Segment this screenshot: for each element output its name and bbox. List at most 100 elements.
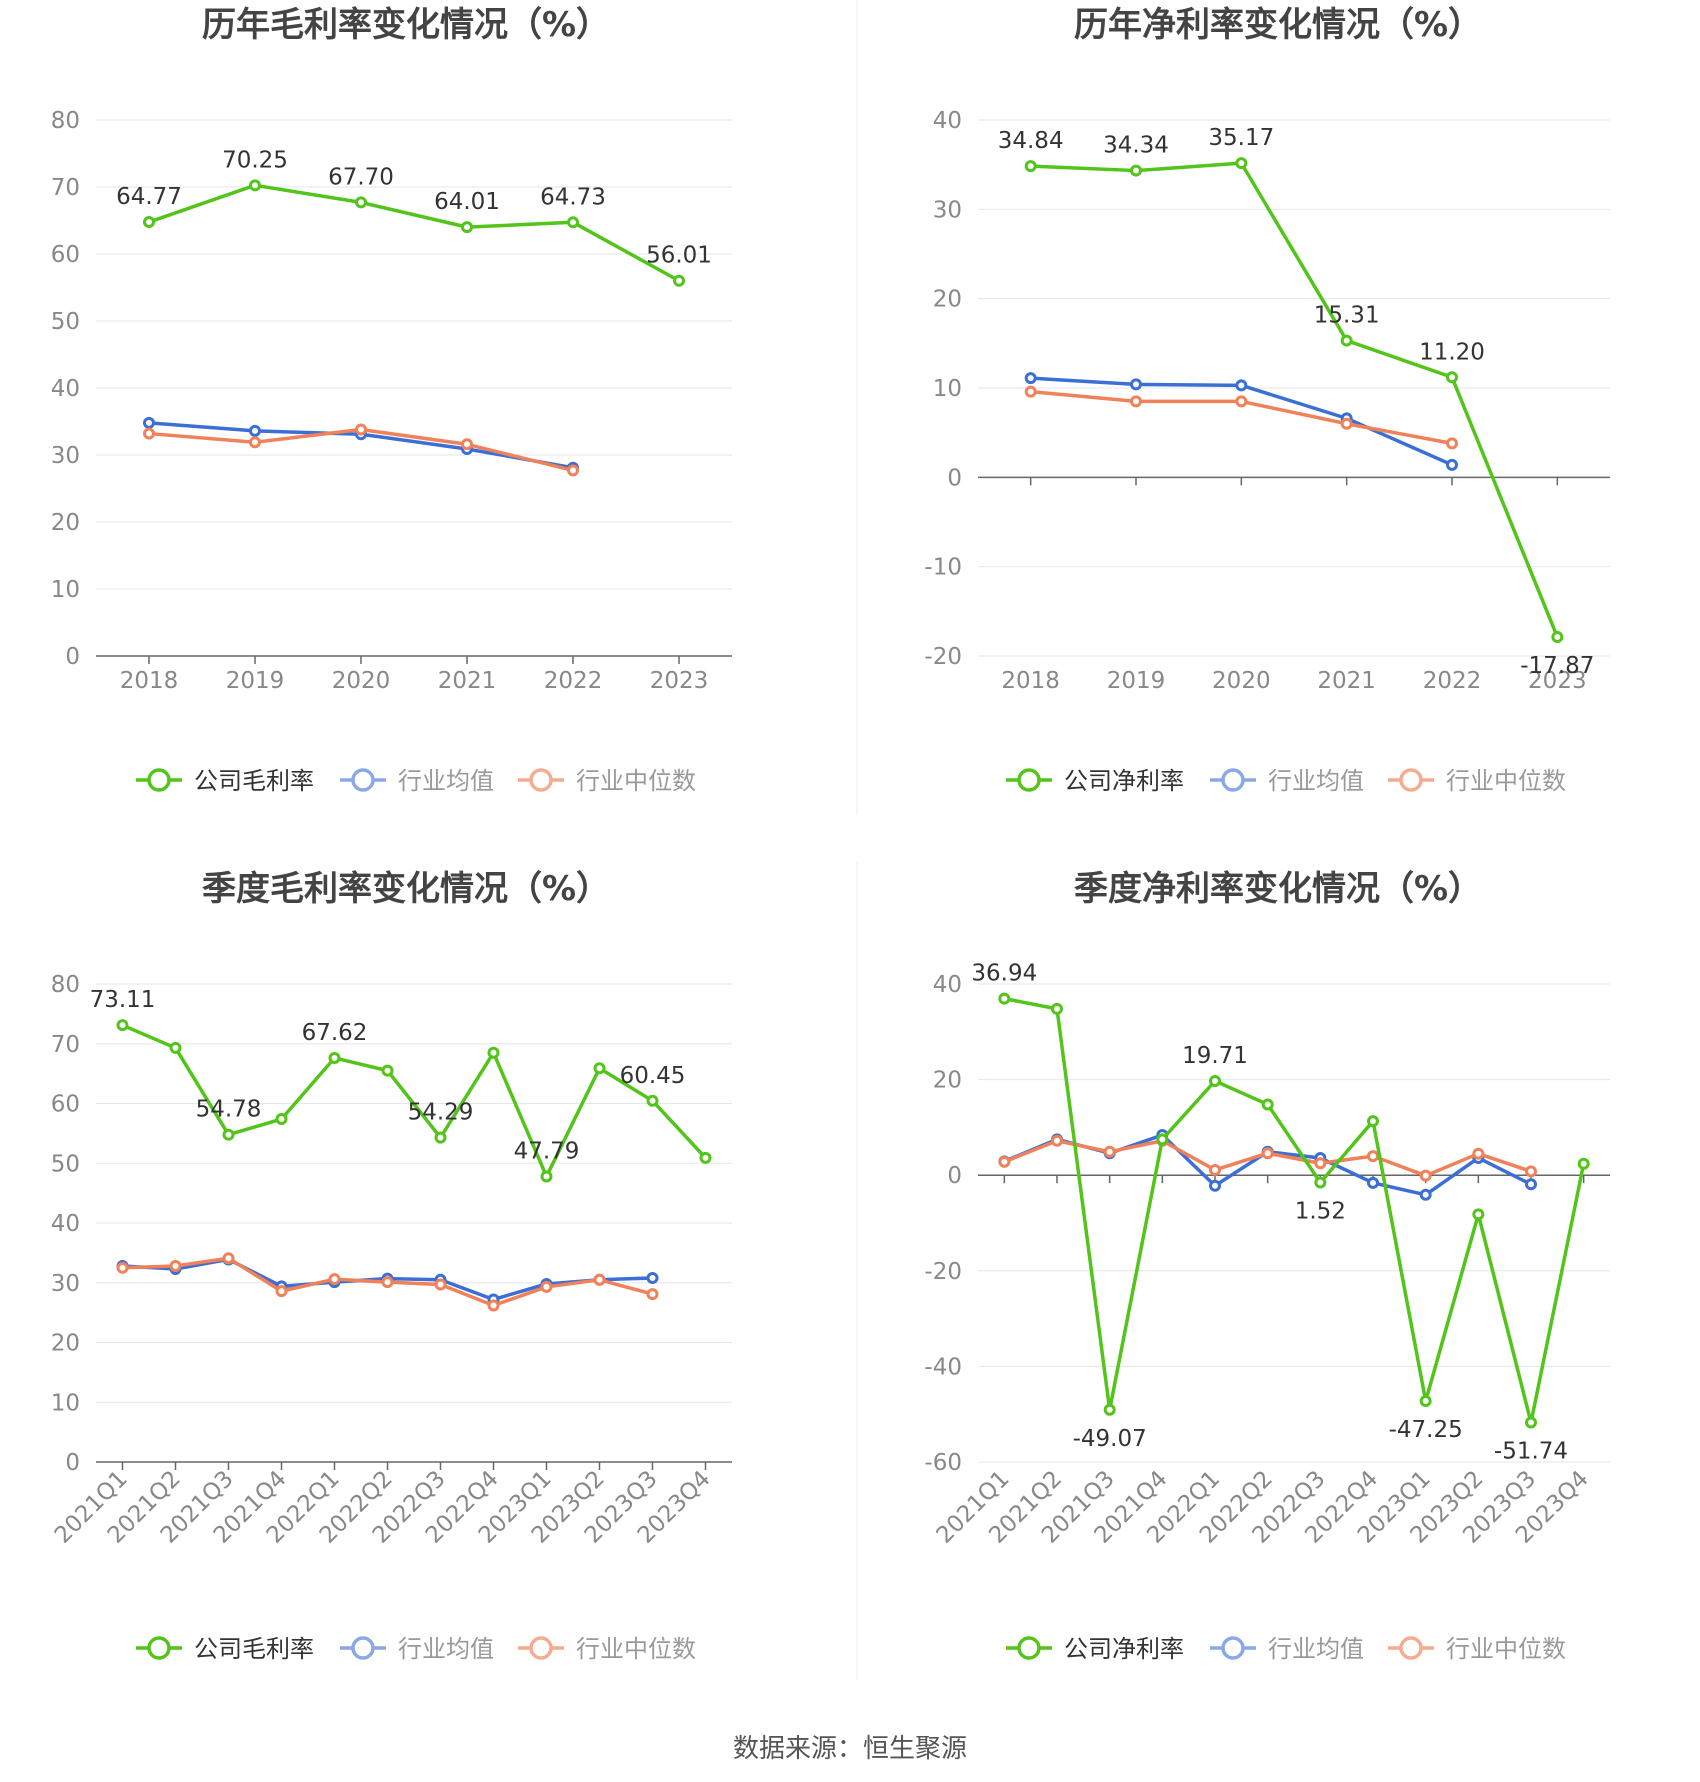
data-point (1472, 1147, 1485, 1160)
legend-label: 公司净利率 (1064, 1635, 1184, 1663)
data-label: 36.94 (971, 961, 1037, 987)
y-tick-label: 70 (51, 175, 80, 201)
data-point (1261, 1098, 1274, 1111)
data-label: 34.34 (1103, 133, 1169, 159)
legend-label: 公司毛利率 (194, 767, 314, 795)
data-label: 54.78 (196, 1097, 262, 1123)
chart-title: 季度毛利率变化情况（%） (202, 869, 610, 909)
chart-1: 历年毛利率变化情况（%） 0 10 20 30 40 50 60 70 80 2018 2019 202… (51, 5, 732, 795)
y-tick-label: 40 (933, 972, 962, 998)
y-tick-label: 80 (51, 108, 80, 134)
data-label: 56.01 (646, 243, 712, 269)
legend-marker (351, 1636, 375, 1660)
data-point (1130, 395, 1142, 408)
data-point (1024, 160, 1037, 173)
data-point (143, 216, 155, 229)
data-point (249, 436, 261, 449)
data-point (1340, 417, 1353, 430)
data-point (1419, 1169, 1432, 1182)
data-point (1130, 378, 1142, 391)
data-point (1235, 395, 1248, 408)
y-tick-label: 0 (65, 1450, 80, 1476)
y-tick-label: 40 (51, 376, 80, 402)
x-tick-label: 2021 (1317, 668, 1376, 694)
data-point (143, 416, 155, 429)
data-point (222, 1252, 235, 1265)
data-point (567, 464, 579, 477)
legend-marker (1399, 768, 1423, 792)
data-point (1103, 1145, 1116, 1158)
x-tick-label: 2023 (650, 668, 709, 694)
y-tick-label: -60 (924, 1450, 962, 1476)
y-tick-label: -20 (924, 644, 962, 670)
chart-title: 季度净利率变化情况（%） (1074, 869, 1482, 909)
data-point (1314, 1157, 1327, 1170)
data-point (1209, 1074, 1221, 1087)
data-point (1261, 1147, 1274, 1160)
data-label: 11.20 (1419, 339, 1485, 365)
y-tick-label: 20 (933, 1068, 962, 1094)
legend-label: 公司毛利率 (194, 1635, 314, 1663)
data-point (461, 221, 473, 234)
data-label: -17.87 (1520, 653, 1594, 679)
y-tick-label: 30 (51, 1271, 80, 1297)
data-point (1051, 1134, 1063, 1147)
x-tick-label: 2020 (1212, 668, 1271, 694)
y-tick-label: 70 (51, 1032, 80, 1058)
y-tick-label: 10 (51, 577, 80, 603)
data-label: 67.62 (302, 1020, 368, 1046)
data-point (1367, 1150, 1379, 1163)
data-label: 35.17 (1208, 125, 1274, 151)
data-point (1551, 630, 1564, 643)
y-tick-label: 50 (51, 1151, 80, 1177)
legend-marker (147, 768, 171, 792)
data-point (116, 1261, 129, 1274)
data-point (998, 1155, 1011, 1168)
data-point (1340, 334, 1353, 347)
data-point (1367, 1176, 1379, 1189)
data-point (1024, 385, 1037, 398)
y-tick-label: 40 (933, 108, 962, 134)
x-tick-label: 2018 (1001, 668, 1060, 694)
data-point (1156, 1133, 1169, 1146)
data-point (487, 1046, 500, 1059)
data-point (1446, 371, 1458, 384)
data-point (646, 1271, 659, 1284)
y-tick-label: 30 (51, 443, 80, 469)
legend-label: 行业均值 (1268, 1635, 1364, 1663)
data-label: 60.45 (620, 1063, 686, 1089)
data-point (540, 1170, 553, 1183)
data-point (1446, 458, 1458, 471)
data-label: -47.25 (1389, 1417, 1463, 1443)
data-point (116, 1019, 129, 1032)
x-tick-label: 2022 (1423, 668, 1482, 694)
data-point (328, 1051, 341, 1064)
data-label: 64.01 (434, 189, 500, 215)
data-point (1209, 1163, 1221, 1176)
legend-marker (1221, 1636, 1245, 1660)
data-label: 67.70 (328, 164, 394, 190)
legend-label: 行业中位数 (576, 767, 696, 795)
data-point (1314, 1176, 1327, 1189)
data-point (540, 1280, 553, 1293)
series-line-1 (1003, 996, 1586, 1425)
data-point (1472, 1208, 1485, 1221)
y-tick-label: -40 (924, 1354, 962, 1380)
data-point (381, 1276, 394, 1289)
data-point (143, 427, 155, 440)
data-point (355, 196, 367, 209)
data-label: -49.07 (1073, 1426, 1147, 1452)
legend-marker (1221, 768, 1245, 792)
data-point (646, 1288, 659, 1301)
data-label: 64.77 (116, 184, 182, 210)
x-tick-label: 2021 (438, 668, 497, 694)
y-tick-label: 0 (65, 644, 80, 670)
data-point (1525, 1178, 1537, 1191)
data-label: 19.71 (1182, 1043, 1248, 1069)
data-point (434, 1131, 447, 1144)
y-tick-label: 20 (51, 510, 80, 536)
y-tick-label: 10 (933, 376, 962, 402)
chart-title: 历年毛利率变化情况（%） (202, 5, 610, 45)
y-tick-label: 10 (51, 1390, 80, 1416)
